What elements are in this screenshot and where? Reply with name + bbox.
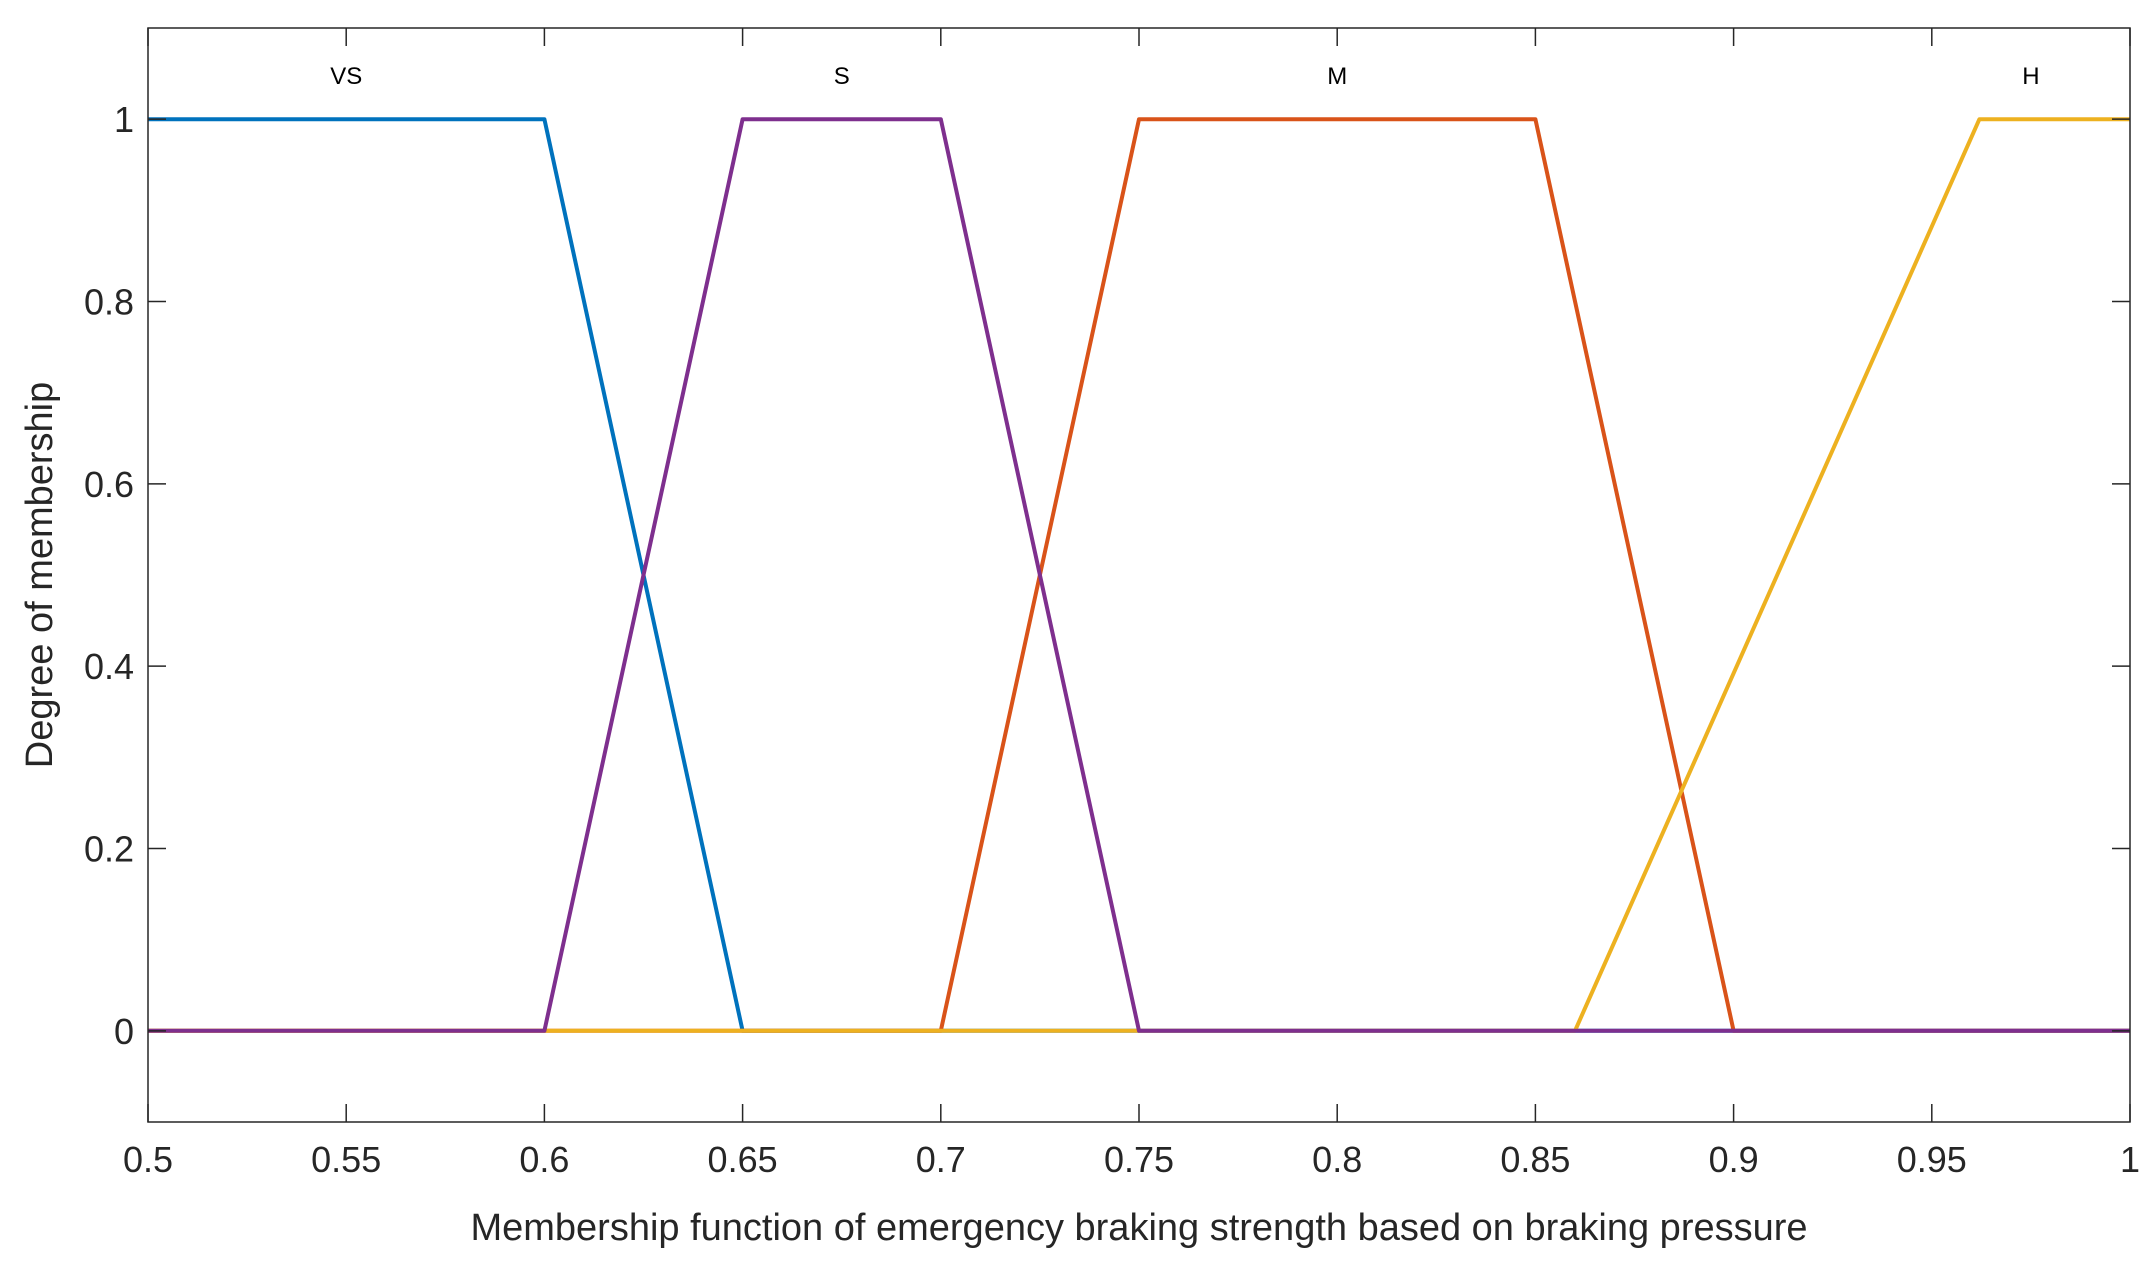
x-tick-label: 0.7: [916, 1139, 966, 1180]
x-axis-label: Membership function of emergency braking…: [470, 1207, 1807, 1249]
y-tick-label: 0.4: [84, 646, 134, 687]
mf-label-layer: VS M H S: [330, 63, 2039, 90]
mf-label-s: S: [834, 63, 850, 90]
y-tick-label: 1: [114, 99, 134, 140]
y-tick-label: 0.6: [84, 464, 134, 505]
y-axis: 0 0.2 0.4 0.6 0.8 1: [84, 99, 2130, 1052]
series-layer: [148, 117, 2130, 1033]
x-tick-label: 0.85: [1500, 1139, 1570, 1180]
x-tick-label: 0.6: [519, 1139, 569, 1180]
x-tick-label: 0.65: [708, 1139, 778, 1180]
x-tick-label: 0.95: [1897, 1139, 1967, 1180]
x-tick-label: 0.55: [311, 1139, 381, 1180]
y-tick-label: 0: [114, 1011, 134, 1052]
mf-label-vs: VS: [330, 63, 362, 90]
x-tick-label: 1: [2120, 1139, 2140, 1180]
x-tick-label: 0.5: [123, 1139, 173, 1180]
x-tick-label: 0.75: [1104, 1139, 1174, 1180]
x-tick-label: 0.9: [1709, 1139, 1759, 1180]
series-line-s: [148, 117, 2130, 1033]
y-tick-label: 0.2: [84, 829, 134, 870]
mf-label-m: M: [1327, 63, 1347, 90]
x-tick-label: 0.8: [1312, 1139, 1362, 1180]
plot-area: [148, 28, 2130, 1122]
x-axis: 0.5 0.55 0.6 0.65 0.7 0.75 0.8 0.85 0.9 0.95 1: [123, 28, 2140, 1180]
y-axis-label: Degree of membership: [19, 382, 61, 769]
series-line-h: [148, 117, 2130, 1033]
mf-label-h: H: [2022, 63, 2039, 90]
y-tick-label: 0.8: [84, 282, 134, 323]
